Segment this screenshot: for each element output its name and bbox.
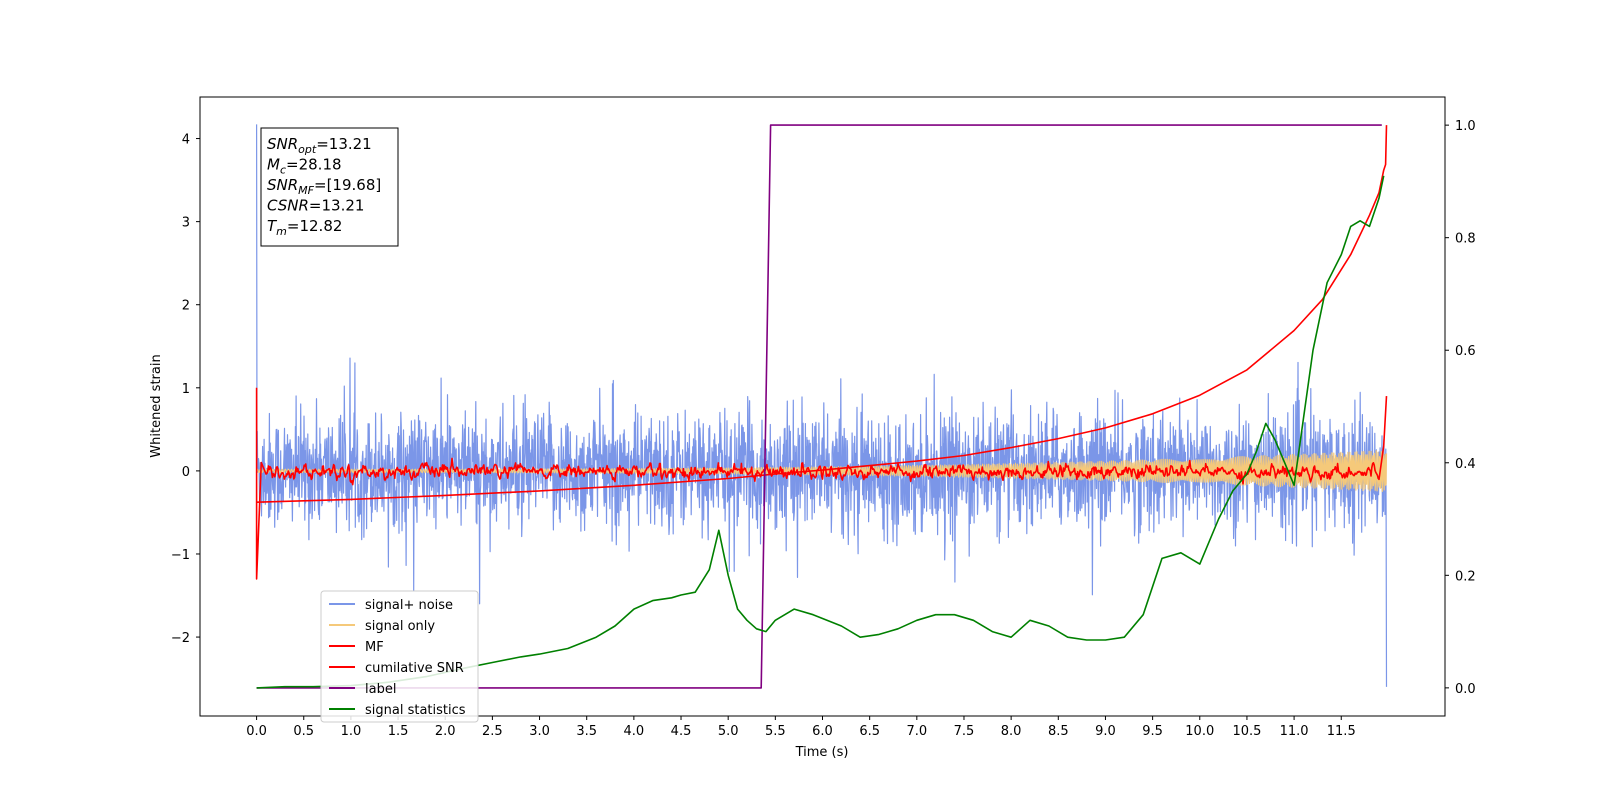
series-mf xyxy=(255,387,1388,580)
x-tick-label: 7.5 xyxy=(954,724,975,739)
y2-tick-label: 0.6 xyxy=(1455,344,1476,359)
x-tick-label: 11.0 xyxy=(1280,724,1309,739)
x-tick-label: 9.0 xyxy=(1095,724,1116,739)
annotation-line: SNRMF=[19.68] xyxy=(267,176,381,197)
x-tick-label: 10.0 xyxy=(1185,724,1214,739)
x-tick-label: 3.5 xyxy=(576,724,597,739)
axes-layer: 0.0 0.5 1.0 1.5 2.0 2.5 3.0 3.5 4.0 4.5 5.0 5.5 6.0 6… xyxy=(171,119,1476,739)
x-tick-label: 0.5 xyxy=(293,724,314,739)
x-axis-label: Time (s) xyxy=(795,745,849,760)
y-axis-label: Whitened strain xyxy=(149,354,164,457)
legend-label: signal+ noise xyxy=(365,598,453,613)
series-cumilative-snr xyxy=(256,125,1388,503)
x-tick-label: 11.5 xyxy=(1327,724,1356,739)
annotation-line: CSNR=13.21 xyxy=(267,197,364,215)
legend: signal+ noise signal only MF cumilative SNR… xyxy=(320,590,479,723)
y-tick-label: 3 xyxy=(182,216,190,231)
y2-tick-label: 0.8 xyxy=(1455,232,1476,247)
x-tick-label: 0.0 xyxy=(246,724,267,739)
x-tick-label: 2.5 xyxy=(482,724,503,739)
x-tick-label: 6.5 xyxy=(859,724,880,739)
y-tick-label: −1 xyxy=(171,548,190,563)
x-tick-label: 1.5 xyxy=(388,724,409,739)
x-tick-label: 5.0 xyxy=(718,724,739,739)
x-tick-label: 4.5 xyxy=(671,724,692,739)
legend-label: signal statistics xyxy=(365,703,466,718)
annotation-line: SNRopt=13.21 xyxy=(267,135,372,156)
annotation-line: Mc=28.18 xyxy=(267,156,342,177)
legend-label: label xyxy=(365,682,396,697)
y2-tick-label: 0.0 xyxy=(1455,682,1476,697)
x-tick-label: 8.0 xyxy=(1001,724,1022,739)
legend-frame xyxy=(320,590,479,723)
annotation-line: Tm=12.82 xyxy=(267,217,342,238)
y-tick-label: 4 xyxy=(182,133,190,148)
y2-tick-label: 1.0 xyxy=(1455,119,1476,134)
y2-tick-label: 0.4 xyxy=(1455,457,1476,472)
x-tick-label: 10.5 xyxy=(1232,724,1261,739)
series-label xyxy=(256,124,1382,689)
y-tick-label: 2 xyxy=(182,299,190,314)
annotation-frame xyxy=(260,127,399,247)
x-tick-label: 6.0 xyxy=(812,724,833,739)
legend-label: signal only xyxy=(365,619,435,634)
x-tick-label: 4.0 xyxy=(624,724,645,739)
series-signal-statistics xyxy=(256,175,1385,689)
x-tick-label: 1.0 xyxy=(341,724,362,739)
y2-tick-label: 0.2 xyxy=(1455,569,1476,584)
x-tick-label: 8.5 xyxy=(1048,724,1069,739)
annotation-box: SNRopt=13.21Mc=28.18SNRMF=[19.68]CSNR=13… xyxy=(260,127,399,247)
y-tick-label: −2 xyxy=(171,631,190,646)
x-tick-label: 9.5 xyxy=(1142,724,1163,739)
legend-label: cumilative SNR xyxy=(365,661,464,676)
x-tick-label: 2.0 xyxy=(435,724,456,739)
y-tick-label: 1 xyxy=(182,382,190,397)
x-tick-label: 7.0 xyxy=(906,724,927,739)
y-tick-label: 0 xyxy=(182,465,190,480)
series-layer xyxy=(255,124,1388,689)
legend-label: MF xyxy=(365,640,384,655)
x-tick-label: 5.5 xyxy=(765,724,786,739)
x-tick-label: 3.0 xyxy=(529,724,550,739)
